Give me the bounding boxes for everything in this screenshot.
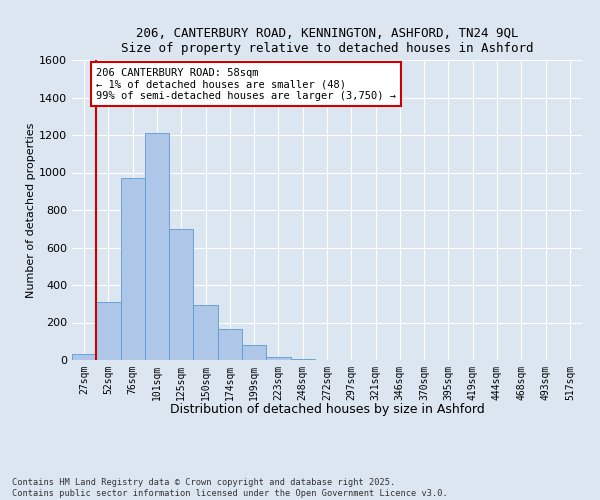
Bar bbox=[169, 229, 193, 360]
X-axis label: Distribution of detached houses by size in Ashford: Distribution of detached houses by size … bbox=[170, 403, 484, 416]
Bar bbox=[145, 133, 169, 360]
Y-axis label: Number of detached properties: Number of detached properties bbox=[26, 122, 36, 298]
Bar bbox=[218, 329, 242, 360]
Title: 206, CANTERBURY ROAD, KENNINGTON, ASHFORD, TN24 9QL
Size of property relative to: 206, CANTERBURY ROAD, KENNINGTON, ASHFOR… bbox=[121, 26, 533, 54]
Bar bbox=[242, 345, 266, 360]
Text: 206 CANTERBURY ROAD: 58sqm
← 1% of detached houses are smaller (48)
99% of semi-: 206 CANTERBURY ROAD: 58sqm ← 1% of detac… bbox=[96, 68, 396, 100]
Bar bbox=[266, 357, 290, 360]
Bar bbox=[72, 354, 96, 360]
Text: Contains HM Land Registry data © Crown copyright and database right 2025.
Contai: Contains HM Land Registry data © Crown c… bbox=[12, 478, 448, 498]
Bar bbox=[121, 178, 145, 360]
Bar bbox=[193, 304, 218, 360]
Bar bbox=[96, 302, 121, 360]
